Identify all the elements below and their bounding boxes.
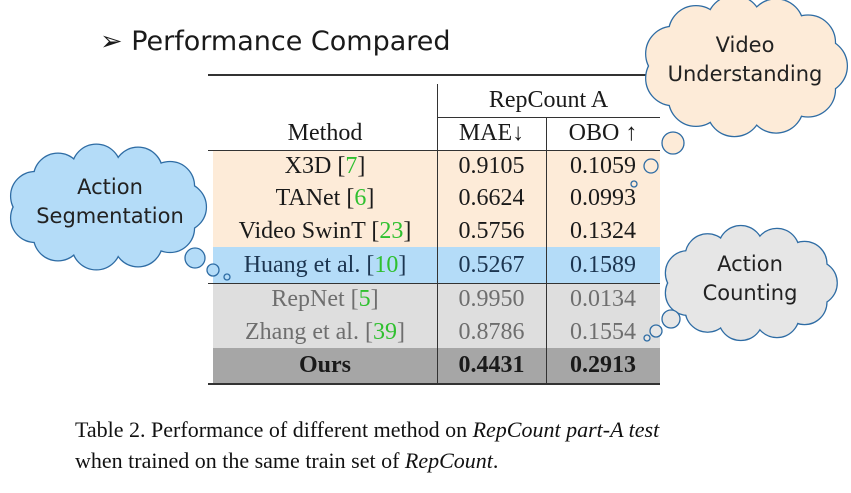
cloud-video-understanding-label: Video Understanding: [667, 33, 823, 86]
thought-bubble: [630, 180, 638, 188]
obo-cell: 0.0134: [570, 286, 636, 312]
citation-link[interactable]: 39: [372, 318, 397, 345]
table-row: TANet [6] 0.6624 0.0993: [213, 182, 660, 215]
cloud-video-understanding: [630, 0, 849, 188]
bottom-rule: [208, 383, 660, 385]
slide-title-text: Performance Compared: [131, 26, 451, 57]
group-rule: [437, 117, 660, 118]
method-cell: TANet [6]: [275, 185, 375, 211]
citation-link[interactable]: 6: [354, 185, 367, 211]
obo-cell: 0.1059: [570, 152, 636, 179]
thought-bubble: [649, 324, 663, 338]
citation-link[interactable]: 23: [379, 217, 404, 244]
mae-cell: 0.4431: [458, 352, 525, 378]
method-cell: RepNet [5]: [271, 286, 379, 312]
cloud-action-segmentation: [9, 143, 231, 281]
table-row: RepNet [5] 0.9950 0.0134: [213, 283, 660, 316]
col-divider: [437, 84, 438, 383]
mid-rule: [208, 283, 660, 284]
thought-bubble: [661, 131, 685, 155]
group-header-row: RepCount A: [213, 84, 660, 117]
thought-bubble: [661, 309, 681, 329]
table-row: Ours 0.4431 0.2913: [213, 348, 660, 383]
citation-link[interactable]: 7: [345, 152, 358, 179]
col-header-method: Method: [287, 120, 363, 146]
method-cell: Ours: [298, 352, 351, 378]
obo-cell: 0.1554: [570, 318, 636, 345]
col-divider: [546, 117, 547, 383]
mae-cell: 0.5756: [458, 217, 525, 244]
citation-link[interactable]: 5: [358, 286, 371, 312]
mae-cell: 0.8786: [458, 318, 525, 345]
method-cell: Video SwinT [23]: [238, 217, 412, 244]
obo-cell: 0.2913: [570, 352, 636, 378]
mae-cell: 0.9105: [458, 152, 525, 179]
top-rule: [208, 74, 660, 76]
table-row: X3D [7] 0.9105 0.1059: [213, 150, 660, 182]
cloud-action-counting-label: Action Counting: [702, 252, 798, 305]
bullet-arrow-icon: ➢: [100, 26, 123, 57]
table-row: Video SwinT [23] 0.5756 0.1324: [213, 215, 660, 247]
citation-link[interactable]: 10: [374, 251, 399, 278]
group-header: RepCount A: [488, 87, 609, 113]
mae-cell: 0.5267: [458, 251, 525, 278]
mae-cell: 0.6624: [458, 185, 525, 211]
method-cell: Huang et al. [10]: [243, 251, 407, 278]
table-row: Huang et al. [10] 0.5267 0.1589: [213, 247, 660, 283]
thought-bubble: [184, 247, 206, 269]
thought-bubble: [223, 273, 231, 281]
action-counting-band: [213, 283, 660, 348]
method-cell: X3D [7]: [284, 152, 366, 179]
table-row: Zhang et al. [39] 0.8786 0.1554: [213, 316, 660, 348]
table-caption: Table 2. Performance of different method…: [75, 417, 660, 473]
col-header-obo: OBO ↑: [568, 120, 638, 146]
header-rule: [208, 150, 660, 151]
ours-band: [213, 348, 660, 383]
thought-bubble: [643, 158, 659, 174]
mae-cell: 0.9950: [458, 286, 525, 312]
cloud-action-segmentation-label: Action Segmentation: [36, 175, 184, 228]
cloud-action-counting: [643, 224, 838, 342]
col-header-mae: MAE↓: [458, 120, 525, 146]
obo-cell: 0.1324: [570, 217, 636, 244]
slide-title: ➢ Performance Compared: [100, 26, 451, 57]
obo-cell: 0.0993: [570, 185, 636, 211]
header-row: Method MAE↓ OBO ↑: [213, 117, 660, 150]
video-understanding-band: [213, 150, 660, 247]
method-cell: Zhang et al. [39]: [245, 318, 405, 345]
action-segmentation-band: [213, 247, 660, 283]
obo-cell: 0.1589: [570, 251, 636, 278]
thought-bubble: [206, 263, 220, 277]
thought-bubble: [643, 334, 651, 342]
